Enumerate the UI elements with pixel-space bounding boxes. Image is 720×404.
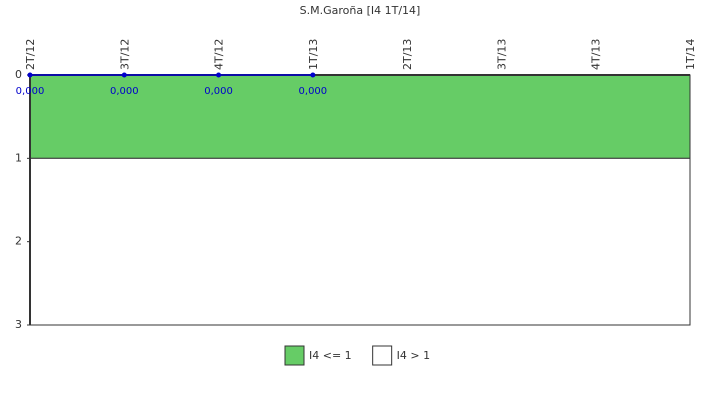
x-tick-label: 3T/13 [495,39,508,70]
chart-title: S.M.Garoña [I4 1T/14] [300,4,421,17]
data-point [310,72,316,78]
x-tick-label: 4T/13 [590,39,603,70]
data-label: 0,000 [299,86,328,97]
legend-swatch [284,345,305,366]
x-tick-label: 1T/13 [307,39,320,70]
y-tick-label: 3 [15,318,22,331]
x-tick-label: 3T/12 [118,39,131,70]
band [29,157,691,326]
legend-swatch [372,345,393,366]
x-tick-label: 2T/12 [24,39,37,70]
data-label: 0,000 [204,86,233,97]
data-point [216,72,222,78]
data-label: 0,000 [16,86,45,97]
x-tick-label: 2T/13 [401,39,414,70]
y-tick-label: 2 [15,235,22,248]
band [29,74,691,159]
data-label: 0,000 [110,86,139,97]
data-point [27,72,33,78]
legend-label: I4 <= 1 [309,349,352,362]
data-point [121,72,127,78]
y-tick-label: 0 [15,68,22,81]
x-tick-label: 4T/12 [213,39,226,70]
legend-label: I4 > 1 [397,349,430,362]
y-tick-label: 1 [15,151,22,164]
x-tick-label: 1T/14 [684,39,697,70]
